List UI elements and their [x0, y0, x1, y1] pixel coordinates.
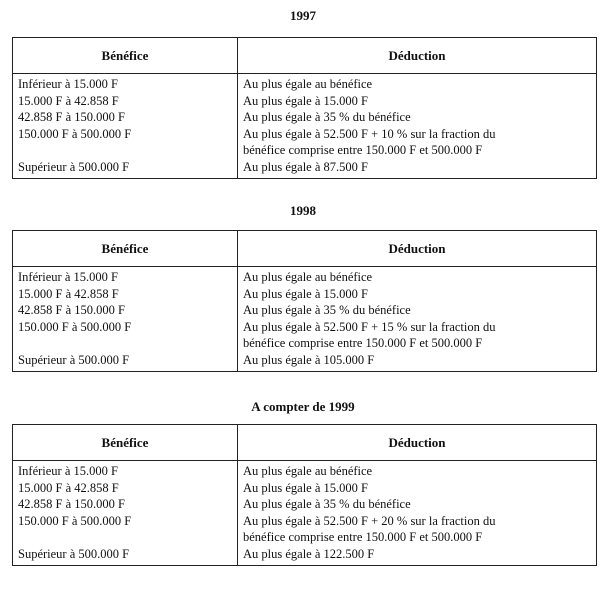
table-cell	[18, 529, 237, 546]
table-cell: 150.000 F à 500.000 F	[18, 513, 132, 528]
header-benefice: Bénéfice	[13, 231, 238, 266]
table-cell: Au plus égale à 35 % du bénéfice	[243, 497, 411, 512]
table-cell: 150.000 F à 500.000 F	[18, 319, 132, 334]
table-cell: Au plus égale à 15.000 F	[243, 93, 368, 108]
header-deduction: Déduction	[388, 47, 446, 63]
section-title: 1998	[290, 203, 316, 218]
section-title: A compter de 1999	[251, 399, 355, 414]
table-body: Inférieur à 15.000 F 15.000 F à 42.858 F 4…	[13, 74, 596, 178]
table-cell: 15.000 F à 42.858 F	[18, 480, 119, 495]
table-cell: Au plus égale à 122.500 F	[243, 546, 375, 561]
table-header: Bénéfice Déduction	[13, 425, 596, 461]
table-cell: Au plus égale à 52.500 F + 10 % sur la f…	[243, 126, 496, 141]
table-cell: Au plus égale à 15.000 F	[243, 286, 368, 301]
header-benefice: Bénéfice	[13, 38, 238, 73]
table-cell: Au plus égale à 15.000 F	[243, 480, 368, 495]
benefice-column: Inférieur à 15.000 F 15.000 F à 42.858 F 4…	[13, 267, 238, 371]
table-cell: Au plus égale à 52.500 F + 20 % sur la f…	[243, 513, 496, 528]
table-cell: 42.858 F à 150.000 F	[18, 497, 125, 512]
deduction-column: Au plus égale au bénéfice Au plus égale à…	[238, 461, 596, 565]
table-cell: Inférieur à 15.000 F	[18, 77, 118, 91]
table-cell: Supérieur à 500.000 F	[18, 352, 130, 367]
table-cell: Au plus égale au bénéfice	[243, 77, 373, 91]
header-benefice: Bénéfice	[13, 425, 238, 460]
table-cell: Au plus égale à 105.000 F	[243, 352, 375, 367]
table-cell: bénéfice comprise entre 150.000 F et 500…	[243, 336, 483, 351]
table-cell: Inférieur à 15.000 F	[18, 270, 118, 284]
table-cell: Au plus égale à 87.500 F	[243, 159, 368, 174]
deduction-table: Bénéfice Déduction Inférieur à 15.000 F 15.…	[12, 37, 597, 179]
table-cell: Au plus égale à 35 % du bénéfice	[243, 303, 411, 318]
table-cell	[18, 335, 237, 352]
table-header: Bénéfice Déduction	[13, 38, 596, 74]
deduction-table: Bénéfice Déduction Inférieur à 15.000 F 15.…	[12, 424, 597, 566]
table-cell: Au plus égale au bénéfice	[243, 270, 373, 284]
table-cell	[18, 142, 237, 159]
deduction-column: Au plus égale au bénéfice Au plus égale à…	[238, 74, 596, 178]
benefice-column: Inférieur à 15.000 F 15.000 F à 42.858 F 4…	[13, 461, 238, 565]
table-cell: 42.858 F à 150.000 F	[18, 303, 125, 318]
table-cell: bénéfice comprise entre 150.000 F et 500…	[243, 143, 483, 158]
table-cell: Inférieur à 15.000 F	[18, 464, 118, 478]
deduction-column: Au plus égale au bénéfice Au plus égale à…	[238, 267, 596, 371]
table-body: Inférieur à 15.000 F 15.000 F à 42.858 F 4…	[13, 267, 596, 371]
table-cell: Au plus égale à 35 % du bénéfice	[243, 110, 411, 125]
table-header: Bénéfice Déduction	[13, 231, 596, 267]
header-deduction: Déduction	[388, 240, 446, 256]
header-deduction: Déduction	[388, 434, 446, 450]
table-cell: 15.000 F à 42.858 F	[18, 286, 119, 301]
table-cell: Supérieur à 500.000 F	[18, 546, 130, 561]
table-body: Inférieur à 15.000 F 15.000 F à 42.858 F 4…	[13, 461, 596, 565]
table-cell: 15.000 F à 42.858 F	[18, 93, 119, 108]
table-cell: Supérieur à 500.000 F	[18, 159, 130, 174]
table-cell: Au plus égale à 52.500 F + 15 % sur la f…	[243, 319, 496, 334]
table-cell: bénéfice comprise entre 150.000 F et 500…	[243, 530, 483, 545]
table-cell: 42.858 F à 150.000 F	[18, 110, 125, 125]
table-cell: 150.000 F à 500.000 F	[18, 126, 132, 141]
section-title: 1997	[290, 8, 316, 23]
deduction-table: Bénéfice Déduction Inférieur à 15.000 F 15.…	[12, 230, 597, 372]
benefice-column: Inférieur à 15.000 F 15.000 F à 42.858 F 4…	[13, 74, 238, 178]
table-cell: Au plus égale au bénéfice	[243, 464, 373, 478]
